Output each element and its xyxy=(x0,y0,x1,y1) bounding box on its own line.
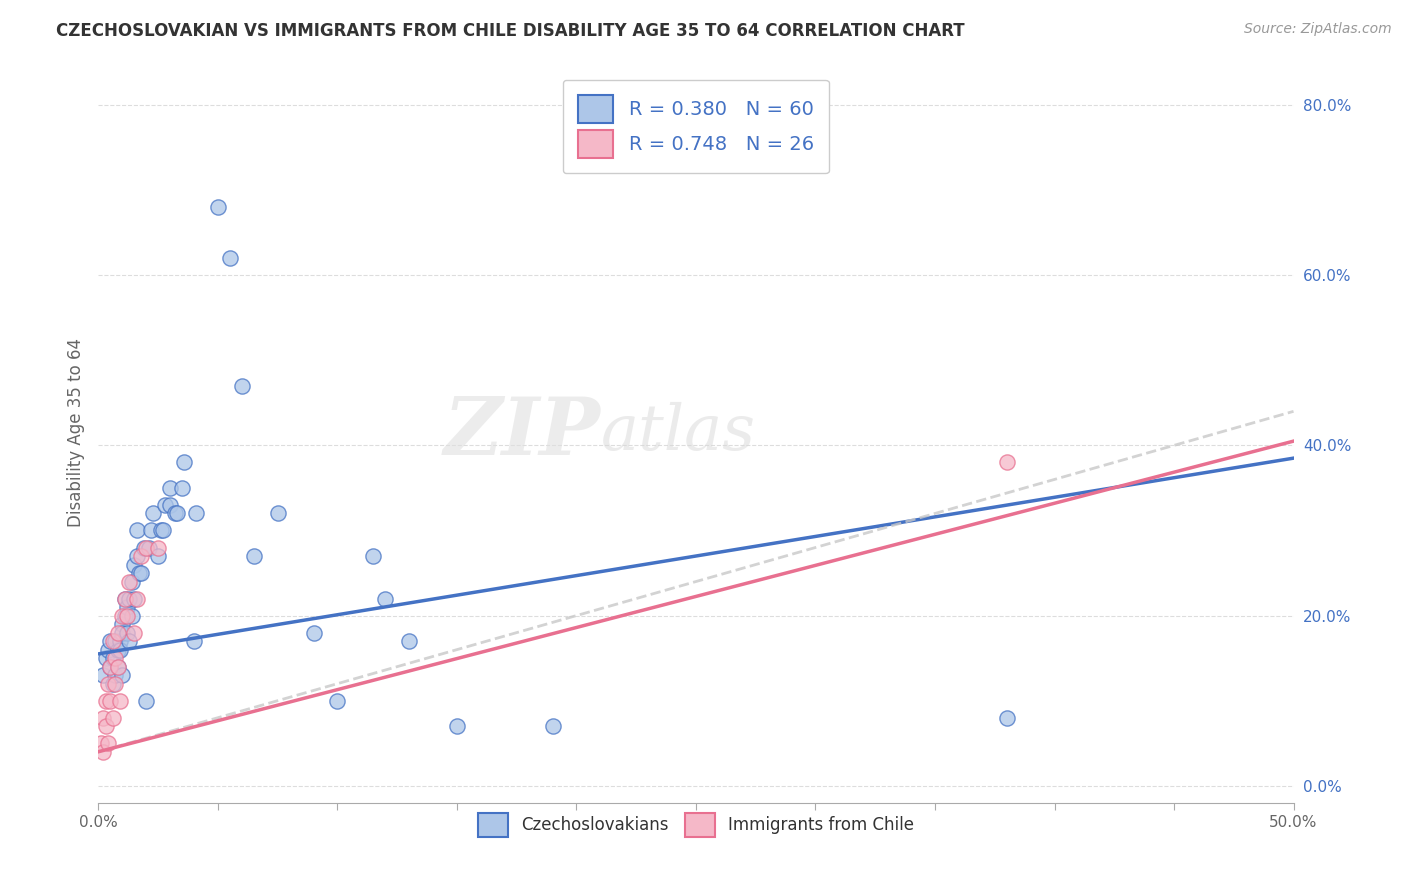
Point xyxy=(98,634,122,648)
Point xyxy=(107,642,129,657)
Point xyxy=(94,694,117,708)
Point xyxy=(118,634,141,648)
Point xyxy=(139,524,162,538)
Point xyxy=(115,625,138,640)
Point xyxy=(125,524,148,538)
Point xyxy=(118,574,141,589)
Point xyxy=(111,617,134,632)
Text: Source: ZipAtlas.com: Source: ZipAtlas.com xyxy=(1244,22,1392,37)
Point xyxy=(142,507,165,521)
Point xyxy=(163,507,186,521)
Point xyxy=(124,558,146,572)
Point xyxy=(104,651,127,665)
Point xyxy=(97,736,120,750)
Point xyxy=(104,676,127,690)
Point xyxy=(149,524,172,538)
Text: ZIP: ZIP xyxy=(443,394,600,471)
Point xyxy=(155,498,177,512)
Point xyxy=(108,634,131,648)
Point xyxy=(108,642,131,657)
Point xyxy=(995,455,1018,469)
Point xyxy=(121,608,143,623)
Point xyxy=(243,549,266,563)
Point xyxy=(114,591,136,606)
Point xyxy=(148,549,170,563)
Point xyxy=(90,736,112,750)
Legend: Czechoslovakians, Immigrants from Chile: Czechoslovakians, Immigrants from Chile xyxy=(464,800,928,850)
Point xyxy=(108,694,131,708)
Point xyxy=(173,455,195,469)
Point xyxy=(374,591,396,606)
Point xyxy=(128,566,150,580)
Point xyxy=(111,668,134,682)
Point xyxy=(91,711,114,725)
Point xyxy=(186,507,208,521)
Point xyxy=(995,711,1018,725)
Point xyxy=(98,694,122,708)
Point xyxy=(138,541,160,555)
Point xyxy=(91,668,114,682)
Point xyxy=(97,642,120,657)
Point xyxy=(104,634,127,648)
Point xyxy=(101,634,124,648)
Point xyxy=(159,481,181,495)
Point xyxy=(97,676,120,690)
Point xyxy=(107,659,129,673)
Point xyxy=(98,659,122,673)
Point xyxy=(398,634,420,648)
Point xyxy=(104,668,127,682)
Point xyxy=(101,711,124,725)
Point xyxy=(114,608,136,623)
Text: atlas: atlas xyxy=(600,401,755,464)
Point xyxy=(446,719,468,733)
Y-axis label: Disability Age 35 to 64: Disability Age 35 to 64 xyxy=(66,338,84,527)
Point xyxy=(267,507,290,521)
Point xyxy=(125,549,148,563)
Point xyxy=(101,676,124,690)
Point xyxy=(219,251,242,265)
Point xyxy=(107,625,129,640)
Point xyxy=(115,600,138,615)
Point xyxy=(148,541,170,555)
Point xyxy=(363,549,385,563)
Point xyxy=(118,591,141,606)
Point xyxy=(114,591,136,606)
Point xyxy=(124,591,146,606)
Point xyxy=(159,498,181,512)
Point xyxy=(166,507,188,521)
Point xyxy=(135,541,157,555)
Point xyxy=(135,694,157,708)
Point xyxy=(98,659,122,673)
Point xyxy=(207,200,229,214)
Text: CZECHOSLOVAKIAN VS IMMIGRANTS FROM CHILE DISABILITY AGE 35 TO 64 CORRELATION CHA: CZECHOSLOVAKIAN VS IMMIGRANTS FROM CHILE… xyxy=(56,22,965,40)
Point xyxy=(131,549,153,563)
Point xyxy=(111,608,134,623)
Point xyxy=(132,541,155,555)
Point xyxy=(124,625,146,640)
Point xyxy=(152,524,174,538)
Point xyxy=(183,634,205,648)
Point xyxy=(115,608,138,623)
Point xyxy=(172,481,194,495)
Point xyxy=(302,625,325,640)
Point xyxy=(125,591,148,606)
Point xyxy=(231,379,253,393)
Point xyxy=(101,651,124,665)
Point xyxy=(94,651,117,665)
Point xyxy=(131,566,153,580)
Point xyxy=(91,745,114,759)
Point xyxy=(326,694,349,708)
Point xyxy=(94,719,117,733)
Point xyxy=(107,659,129,673)
Point xyxy=(111,625,134,640)
Point xyxy=(121,574,143,589)
Point xyxy=(541,719,564,733)
